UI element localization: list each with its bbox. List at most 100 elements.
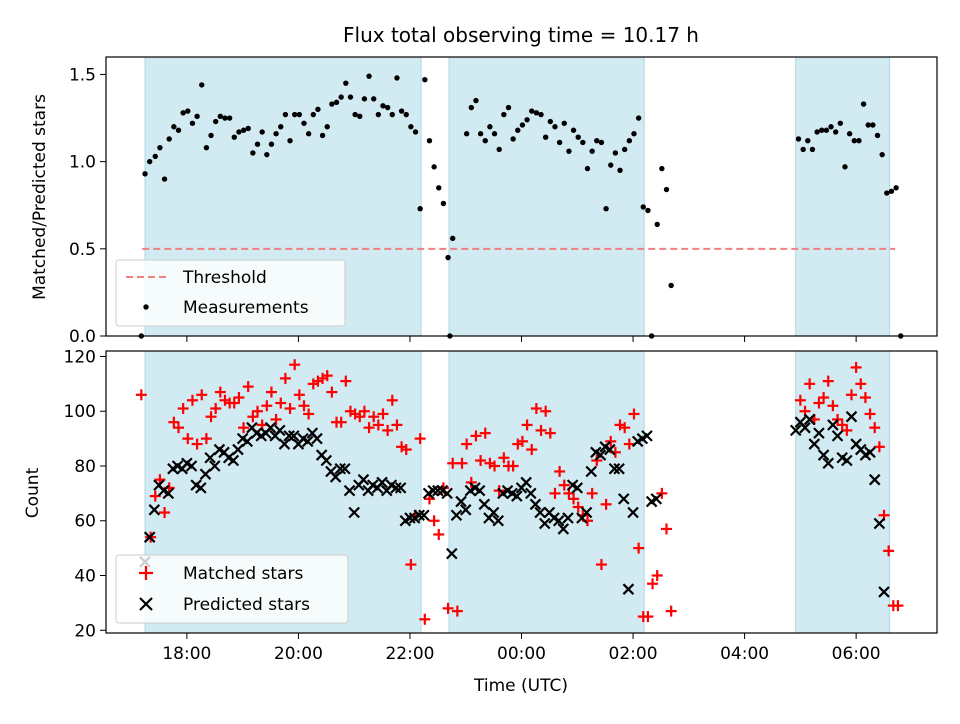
predicted-star-marker	[413, 509, 426, 522]
matched-star-marker	[293, 389, 305, 401]
measurement-point	[594, 138, 600, 144]
measurement-point	[226, 115, 233, 121]
matched-star-marker	[647, 578, 659, 590]
measurement-point	[417, 206, 423, 212]
measurement-point	[431, 164, 437, 170]
ratio-legend: Threshold Measurements	[115, 259, 346, 327]
matched-star-marker	[818, 392, 830, 404]
predicted-star-marker	[827, 419, 839, 431]
x-tick-label: 22:00	[385, 644, 434, 664]
matched-star-marker	[238, 422, 250, 434]
measurement-point	[389, 111, 395, 118]
measurement-point	[659, 165, 665, 172]
ratio-y-tick-label: 0.5	[69, 240, 96, 260]
matched-star-marker	[135, 389, 147, 401]
predicted-star-marker	[348, 506, 360, 519]
measurement-point	[273, 131, 279, 137]
measurement-point	[398, 108, 405, 114]
predicted-star-marker	[334, 462, 347, 475]
x-tick-label: 20:00	[274, 644, 323, 664]
matched-star-marker	[200, 433, 212, 445]
matched-star-marker	[456, 457, 468, 469]
measurement-point	[278, 124, 284, 130]
measurement-point	[561, 120, 567, 126]
measurement-point	[482, 138, 488, 144]
matched-star-marker	[275, 397, 287, 409]
predicted-star-marker	[841, 454, 853, 467]
matched-star-marker	[461, 438, 473, 450]
matched-star-marker	[883, 545, 895, 557]
measurement-point	[146, 158, 153, 165]
predicted-star-marker	[320, 454, 333, 467]
measurement-point	[384, 104, 391, 111]
predicted-star-marker	[450, 509, 463, 522]
measurement-point	[301, 120, 307, 126]
x-tick-label: 02:00	[609, 644, 658, 664]
measurement-point	[496, 146, 502, 153]
matched-star-marker	[377, 408, 389, 420]
measurement-point	[245, 125, 251, 132]
predicted-star-marker	[195, 482, 207, 494]
matched-star-marker	[498, 452, 510, 464]
matched-star-marker	[261, 400, 273, 412]
measurement-point	[621, 146, 628, 153]
predicted-star-marker	[538, 517, 551, 530]
predicted-star-marker	[404, 512, 416, 524]
predicted-star-marker	[608, 462, 621, 475]
measurement-point	[166, 136, 172, 142]
matched-star-marker	[591, 455, 603, 467]
predicted-star-marker	[427, 484, 439, 497]
matched-star-marker	[595, 559, 607, 571]
matched-star-marker	[363, 422, 375, 434]
predicted-star-marker	[878, 586, 890, 598]
matched-star-marker	[633, 542, 645, 554]
measurement-point	[250, 150, 256, 156]
matched-star-marker	[451, 605, 463, 617]
matched-star-marker	[489, 460, 501, 472]
matched-star-marker	[822, 375, 834, 387]
matched-star-marker	[149, 490, 161, 502]
matched-star-marker	[210, 402, 222, 414]
predicted-star-marker	[274, 424, 286, 437]
predicted-star-marker	[441, 487, 453, 500]
legend-predicted-label: Predicted stars	[183, 595, 310, 615]
matched-star-marker	[386, 394, 398, 406]
measurement-point	[199, 82, 205, 88]
measurement-point	[814, 129, 820, 135]
measurement-point	[846, 131, 853, 137]
measurement-point	[287, 138, 293, 144]
predicted-star-marker	[817, 449, 830, 461]
matched-star-marker	[475, 455, 487, 467]
predicted-star-marker	[557, 523, 570, 535]
matched-star-marker	[850, 361, 862, 373]
legend-predicted-swatch	[139, 597, 153, 611]
measurement-point	[795, 136, 802, 142]
measurement-point	[832, 129, 839, 135]
measurement-point	[445, 254, 451, 261]
predicted-star-marker	[278, 438, 291, 450]
matched-star-marker	[233, 392, 245, 404]
predicted-star-marker	[287, 430, 300, 442]
predicted-star-marker	[264, 421, 277, 434]
predicted-star-marker	[199, 468, 212, 480]
predicted-star-marker	[204, 451, 216, 464]
count-y-axis-label: Count	[23, 467, 43, 518]
measurement-point	[463, 131, 470, 137]
matched-star-marker	[159, 507, 171, 519]
matched-star-marker	[479, 427, 491, 439]
matched-star-marker	[335, 416, 347, 428]
measurement-point	[547, 118, 554, 125]
predicted-star-marker	[162, 487, 175, 500]
measurement-point	[361, 96, 368, 102]
measurement-point	[152, 153, 158, 160]
measurement-point	[366, 73, 372, 79]
matched-star-marker	[442, 602, 454, 614]
measurement-point	[426, 138, 433, 144]
x-axis-label: Time (UTC)	[473, 676, 568, 696]
measurement-point	[305, 131, 312, 137]
count-y-tick-label: 20	[74, 621, 96, 641]
measurement-point	[865, 122, 871, 128]
measurement-point	[570, 127, 577, 133]
measurement-point	[505, 104, 512, 111]
matched-star-marker	[298, 400, 310, 412]
